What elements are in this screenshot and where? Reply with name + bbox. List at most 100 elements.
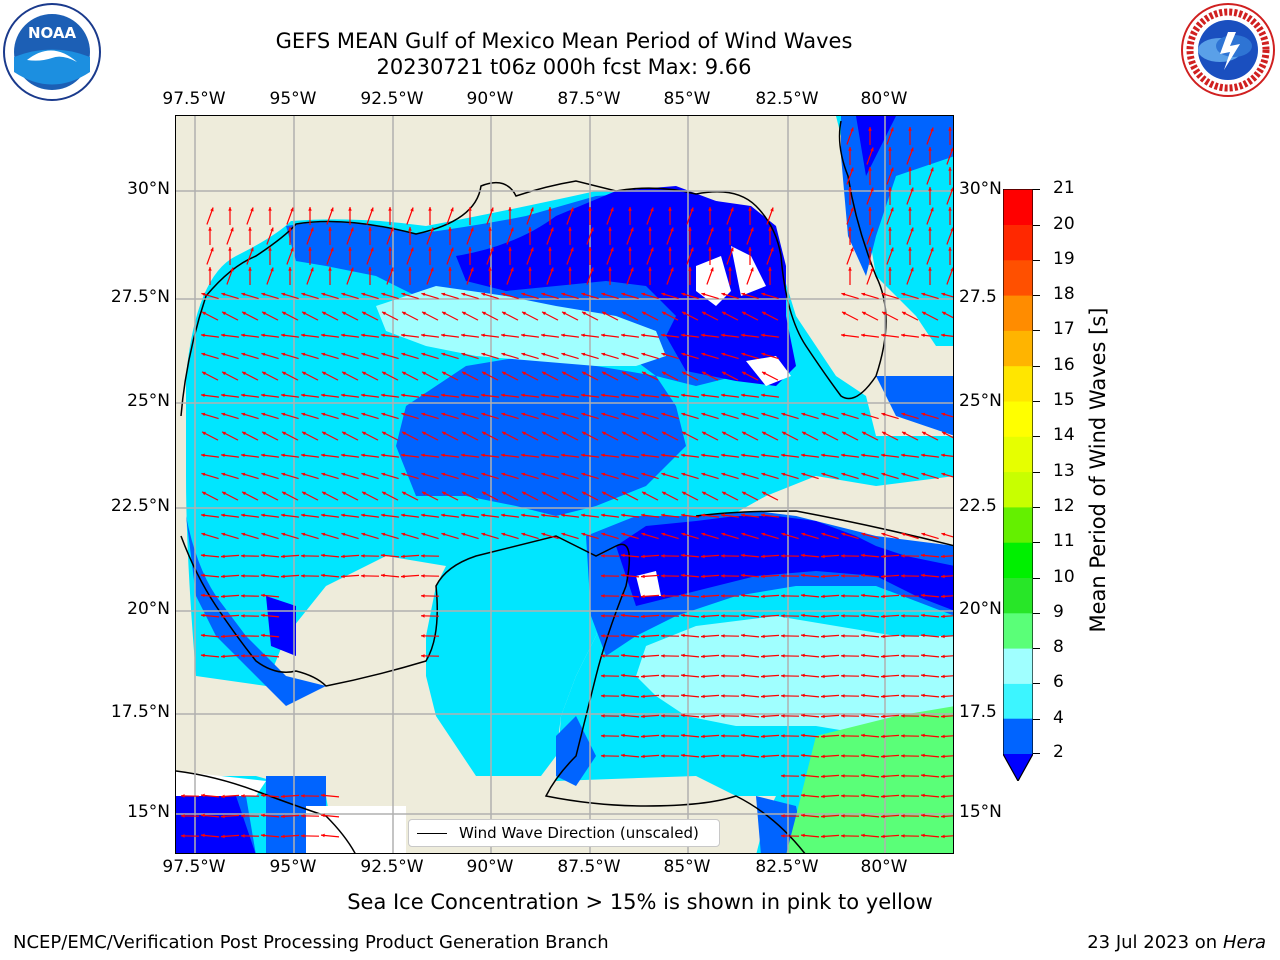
wind-arrow-head bbox=[361, 513, 365, 518]
wind-arrow-head bbox=[581, 393, 585, 398]
wind-arrow-head bbox=[361, 532, 366, 537]
wind-arrow-head bbox=[430, 267, 434, 272]
wind-arrow-head bbox=[342, 431, 346, 436]
wind-arrow-head bbox=[262, 431, 266, 436]
wind-arrow-head bbox=[862, 431, 866, 436]
wind-arrow-head bbox=[681, 593, 685, 598]
wind-arrow-head bbox=[428, 207, 432, 211]
wind-arrow-head bbox=[941, 574, 945, 579]
wind-arrow-head bbox=[901, 412, 906, 417]
wind-arrow-head bbox=[348, 247, 352, 251]
wind-arrow-head bbox=[902, 311, 906, 316]
wind-arrow-head bbox=[542, 311, 546, 316]
wind-arrow-head bbox=[281, 554, 285, 559]
wind-arrow-head bbox=[881, 734, 885, 739]
wind-arrow-head bbox=[310, 267, 314, 272]
wind-arrow-head bbox=[841, 554, 845, 558]
wind-arrow-head bbox=[381, 573, 385, 578]
wind-arrow-head bbox=[528, 227, 532, 231]
wind-arrow-head bbox=[821, 412, 826, 417]
footer-right: 23 Jul 2023 on Hera bbox=[1087, 932, 1266, 953]
wind-arrow-head bbox=[728, 227, 732, 231]
wind-arrow-head bbox=[701, 734, 705, 739]
wind-arrow-head bbox=[741, 613, 745, 618]
wind-arrow-head bbox=[390, 227, 394, 232]
wind-arrow-head bbox=[870, 187, 874, 192]
wind-arrow-head bbox=[382, 431, 386, 436]
wind-arrow-head bbox=[201, 472, 206, 477]
wind-arrow-head bbox=[350, 267, 354, 272]
wind-arrow-head bbox=[621, 613, 625, 618]
wind-arrow-head bbox=[661, 574, 665, 578]
wind-arrow-head bbox=[501, 532, 506, 537]
wind-arrow-head bbox=[950, 187, 953, 192]
wind-arrow-head bbox=[341, 292, 346, 297]
wind-arrow-head bbox=[461, 352, 466, 357]
wind-arrow-head bbox=[701, 453, 705, 458]
wind-arrow-head bbox=[241, 574, 245, 578]
wind-arrow-head bbox=[941, 834, 945, 839]
wind-arrow-head bbox=[562, 371, 566, 376]
wind-arrow-head bbox=[241, 634, 245, 638]
wind-arrow-head bbox=[801, 453, 805, 458]
wind-arrow-head bbox=[690, 247, 694, 252]
wind-arrow-head bbox=[941, 472, 946, 477]
wind-arrow-head bbox=[568, 267, 572, 271]
wind-arrow-head bbox=[581, 513, 585, 518]
wind-arrow-head bbox=[281, 352, 286, 357]
wind-arrow-head bbox=[450, 207, 454, 212]
wind-arrow-head bbox=[301, 794, 305, 798]
wind-arrow-head bbox=[530, 207, 534, 212]
wind-arrow-head bbox=[941, 774, 945, 779]
wind-arrow-head bbox=[768, 267, 772, 271]
wind-arrow-head bbox=[261, 453, 265, 458]
wind-arrow-head bbox=[228, 207, 232, 211]
wind-arrow-head bbox=[821, 574, 825, 579]
wind-arrow-head bbox=[461, 292, 466, 297]
wind-arrow-head bbox=[908, 247, 912, 251]
wind-arrow-head bbox=[661, 472, 666, 477]
wind-arrow-head bbox=[888, 187, 892, 191]
colorbar-segment bbox=[1003, 295, 1033, 331]
wind-arrow-head bbox=[930, 127, 934, 132]
wind-arrow-head bbox=[290, 207, 294, 212]
wind-arrow-head bbox=[621, 532, 626, 537]
map-canvas bbox=[176, 116, 953, 853]
wind-arrow-head bbox=[648, 267, 652, 271]
wind-arrow-head bbox=[388, 207, 392, 211]
wind-arrow-head bbox=[461, 532, 466, 537]
wind-arrow-head bbox=[748, 247, 752, 251]
colorbar-tick-mark bbox=[1033, 471, 1040, 473]
lat-tick-label: 17.5 bbox=[959, 702, 997, 722]
wind-arrow-head bbox=[761, 333, 765, 338]
wind-arrow-head bbox=[921, 573, 925, 578]
wind-arrow-head bbox=[282, 371, 286, 376]
wind-arrow-head bbox=[601, 393, 605, 398]
wind-arrow-head bbox=[381, 553, 385, 558]
wind-arrow-head bbox=[470, 267, 474, 272]
map-legend: Wind Wave Direction (unscaled) bbox=[408, 819, 720, 847]
wind-arrow-head bbox=[941, 453, 945, 458]
wind-arrow-head bbox=[268, 207, 272, 211]
wind-arrow-head bbox=[702, 371, 706, 376]
wind-arrow-head bbox=[590, 227, 594, 232]
wind-arrow-head bbox=[581, 333, 585, 338]
wind-arrow-head bbox=[721, 574, 725, 578]
wind-arrow-head bbox=[562, 431, 566, 436]
wind-arrow-head bbox=[341, 412, 346, 417]
colorbar-segment bbox=[1003, 401, 1033, 437]
wind-arrow-head bbox=[821, 594, 825, 599]
wind-arrow-head bbox=[941, 634, 945, 639]
wind-arrow-head bbox=[261, 613, 265, 618]
wind-arrow-head bbox=[301, 532, 306, 537]
wind-arrow-head bbox=[501, 453, 505, 458]
wind-arrow-head bbox=[450, 247, 454, 252]
wind-arrow-head bbox=[201, 653, 205, 658]
wind-arrow-head bbox=[221, 393, 225, 398]
wind-arrow-head bbox=[308, 247, 312, 251]
wind-arrow-head bbox=[568, 227, 572, 231]
wind-arrow-head bbox=[521, 393, 525, 398]
colorbar-segment bbox=[1003, 330, 1033, 367]
wind-arrow-head bbox=[801, 673, 805, 678]
wind-arrow-head bbox=[521, 333, 525, 338]
